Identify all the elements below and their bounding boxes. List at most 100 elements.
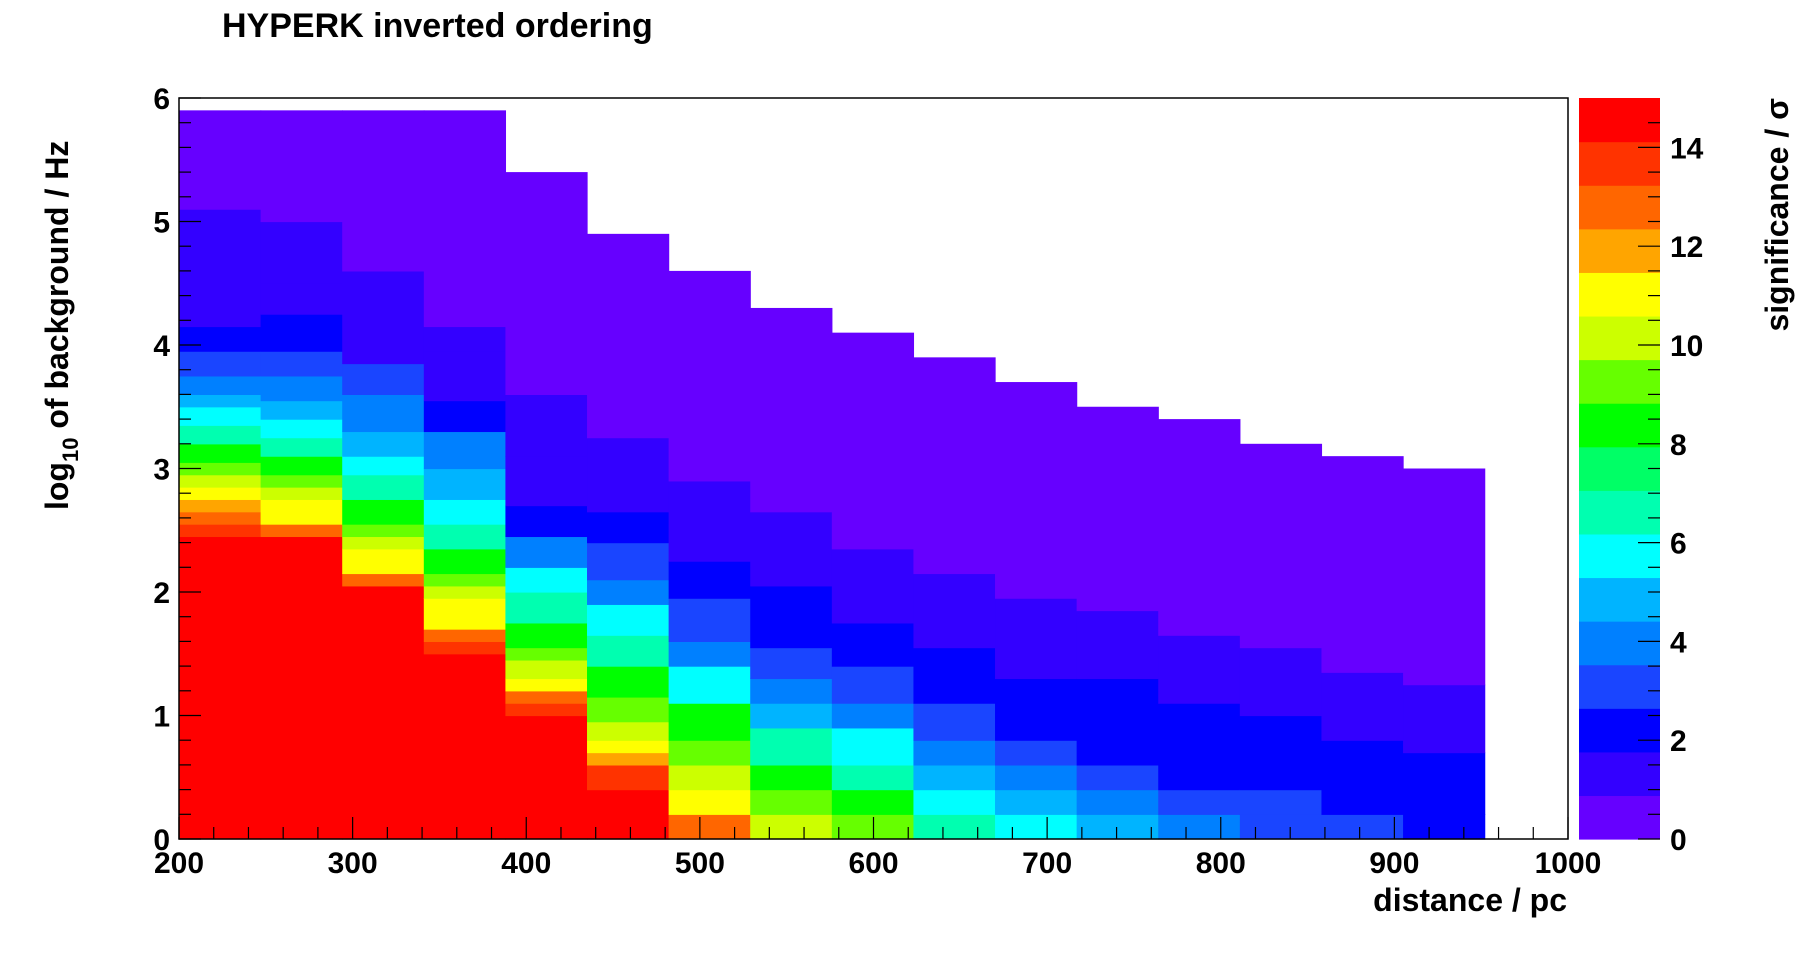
heatmap-cell <box>668 641 751 667</box>
heatmap-cell <box>342 394 425 433</box>
heatmap-cell <box>1076 814 1159 840</box>
heatmap-cell <box>587 437 670 513</box>
heatmap-cell <box>423 351 507 402</box>
heatmap-cell <box>179 517 262 840</box>
heatmap-cell <box>423 326 507 352</box>
heatmap-cell <box>1158 635 1241 704</box>
heatmap-cell <box>913 814 996 840</box>
x-tick-label: 1000 <box>1535 847 1602 880</box>
color-scale-swatch <box>1579 664 1660 709</box>
heatmap-cell <box>668 480 751 562</box>
heatmap-cell <box>668 270 751 482</box>
heatmap-cell <box>1321 740 1404 791</box>
heatmap-cell <box>750 678 833 704</box>
heatmap-cell <box>505 394 588 457</box>
heatmap-cell <box>1239 789 1323 815</box>
heatmap-cell <box>342 431 425 457</box>
heatmap-cell <box>750 647 833 680</box>
heatmap-cell <box>260 536 343 840</box>
heatmap-cell <box>260 400 343 420</box>
heatmap-cell <box>1239 443 1323 649</box>
heatmap-cell <box>1239 771 1323 791</box>
heatmap-cell <box>505 592 588 624</box>
heatmap-cell <box>995 764 1078 791</box>
heatmap-cell <box>342 363 425 395</box>
heatmap-cell <box>750 727 833 766</box>
x-tick-label: 300 <box>328 847 378 880</box>
y-axis-label-sub: 10 <box>58 438 83 462</box>
color-scale-swatch <box>1579 272 1660 317</box>
heatmap-cell <box>342 110 425 272</box>
heatmap-cell <box>260 499 343 525</box>
heatmap-cell <box>1239 715 1323 772</box>
heatmap-cell <box>831 789 915 815</box>
heatmap-cell <box>750 585 833 649</box>
heatmap-cell <box>587 696 670 723</box>
heatmap-cell <box>587 721 670 741</box>
color-scale-swatch <box>1579 228 1660 273</box>
heatmap-cell <box>913 357 996 575</box>
heatmap-cell <box>342 474 425 500</box>
y-tick-label: 0 <box>153 824 170 857</box>
heatmap-cell <box>913 647 996 704</box>
heatmap-cell <box>1403 814 1486 840</box>
heatmap-cell <box>505 678 588 692</box>
heatmap-cell <box>587 511 670 544</box>
y-tick-label: 5 <box>153 207 170 240</box>
heatmap-cell <box>1239 647 1323 717</box>
heatmap-cell <box>831 703 915 729</box>
heatmap-cell <box>342 536 425 550</box>
x-axis: 200 300 400 500 600 700 800 900 1000 <box>154 817 1601 880</box>
heatmap-cell <box>179 487 262 500</box>
heatmap-cell <box>1321 672 1404 741</box>
heatmap-cell <box>831 764 915 791</box>
color-scale-swatch <box>1579 708 1660 753</box>
heatmap-cell <box>260 474 343 488</box>
heatmap-cell <box>587 604 670 636</box>
heatmap-cell <box>179 499 262 513</box>
heatmap-cell <box>505 703 588 717</box>
heatmap-cell <box>505 505 588 538</box>
heatmap-cell <box>342 456 425 476</box>
heatmap-cell <box>1076 678 1159 766</box>
heatmap-cell <box>587 233 670 439</box>
heatmap-cell <box>179 326 262 352</box>
y-axis-label-rest: of background / Hz <box>39 141 75 438</box>
heatmap-cell <box>342 270 425 315</box>
heatmap-cell <box>587 542 670 581</box>
heatmap-cell <box>260 110 343 223</box>
heatmap-cell <box>505 172 588 395</box>
heatmap-cell <box>913 703 996 741</box>
heatmap-cell <box>1321 814 1404 840</box>
y-axis: 0 1 2 3 4 5 6 <box>153 83 201 857</box>
heatmap-cell <box>179 406 262 426</box>
heatmap-cell <box>505 536 588 568</box>
x-tick-label: 700 <box>1022 847 1072 880</box>
heatmap-cell <box>505 647 588 661</box>
heatmap-cell <box>423 573 507 587</box>
heatmap-cell <box>668 764 751 791</box>
heatmap-cell <box>423 548 507 575</box>
heatmap-cell <box>423 499 507 525</box>
heatmap-cell <box>505 622 588 649</box>
heatmap-cell <box>505 659 588 680</box>
heatmap-cell <box>750 764 833 791</box>
heatmap-cell <box>587 764 670 791</box>
heatmap-cell <box>179 474 262 488</box>
heatmap-cell <box>260 419 343 439</box>
color-scale-tick-label: 10 <box>1670 330 1703 363</box>
heatmap-cell <box>260 221 343 284</box>
heatmap-cell <box>995 814 1078 840</box>
heatmap-cell <box>505 690 588 704</box>
heatmap-cell <box>668 561 751 599</box>
heatmap-cell <box>913 740 996 766</box>
heatmap-cell <box>179 425 262 445</box>
heatmap-cell <box>995 382 1078 599</box>
heatmap-cell <box>668 598 751 642</box>
heatmap-cell <box>423 400 507 433</box>
color-scale-tick-label: 4 <box>1670 626 1687 659</box>
x-tick-label: 900 <box>1369 847 1419 880</box>
heatmap-cell <box>913 789 996 815</box>
heatmap-cell <box>831 332 915 550</box>
